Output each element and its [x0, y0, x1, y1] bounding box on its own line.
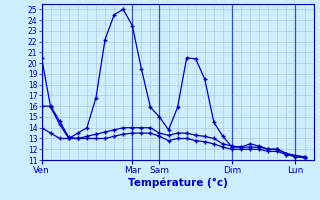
- X-axis label: Température (°c): Température (°c): [128, 177, 228, 188]
